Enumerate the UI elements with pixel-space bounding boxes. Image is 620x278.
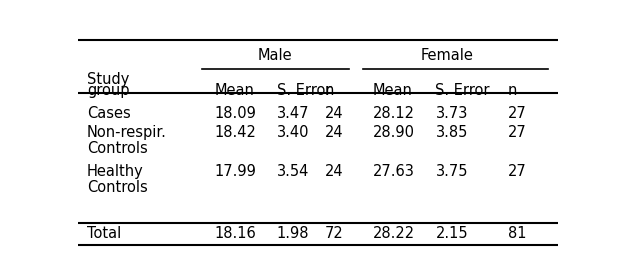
Text: 27: 27 xyxy=(508,125,526,140)
Text: 3.75: 3.75 xyxy=(435,164,468,179)
Text: 28.12: 28.12 xyxy=(373,106,415,121)
Text: 3.85: 3.85 xyxy=(435,125,468,140)
Text: 81: 81 xyxy=(508,226,526,241)
Text: Total: Total xyxy=(87,226,122,241)
Text: 27: 27 xyxy=(508,106,526,121)
Text: Study: Study xyxy=(87,72,130,87)
Text: 27: 27 xyxy=(508,164,526,179)
Text: S. Error: S. Error xyxy=(435,83,490,98)
Text: Non-respir.: Non-respir. xyxy=(87,125,167,140)
Text: 28.22: 28.22 xyxy=(373,226,415,241)
Text: 17.99: 17.99 xyxy=(215,164,256,179)
Text: 24: 24 xyxy=(325,106,343,121)
Text: 3.54: 3.54 xyxy=(277,164,309,179)
Text: 3.73: 3.73 xyxy=(435,106,468,121)
Text: n: n xyxy=(508,83,517,98)
Text: Mean: Mean xyxy=(215,83,254,98)
Text: 18.16: 18.16 xyxy=(215,226,256,241)
Text: Mean: Mean xyxy=(373,83,413,98)
Text: Cases: Cases xyxy=(87,106,131,121)
Text: group: group xyxy=(87,83,130,98)
Text: n: n xyxy=(325,83,334,98)
Text: 2.15: 2.15 xyxy=(435,226,468,241)
Text: Controls: Controls xyxy=(87,142,148,157)
Text: S. Error: S. Error xyxy=(277,83,332,98)
Text: 28.90: 28.90 xyxy=(373,125,415,140)
Text: Male: Male xyxy=(257,48,292,63)
Text: 18.42: 18.42 xyxy=(215,125,256,140)
Text: Female: Female xyxy=(421,48,474,63)
Text: Healthy: Healthy xyxy=(87,164,144,179)
Text: 24: 24 xyxy=(325,125,343,140)
Text: 18.09: 18.09 xyxy=(215,106,256,121)
Text: 1.98: 1.98 xyxy=(277,226,309,241)
Text: 27.63: 27.63 xyxy=(373,164,415,179)
Text: 3.40: 3.40 xyxy=(277,125,309,140)
Text: 72: 72 xyxy=(325,226,343,241)
Text: 24: 24 xyxy=(325,164,343,179)
Text: Controls: Controls xyxy=(87,180,148,195)
Text: 3.47: 3.47 xyxy=(277,106,309,121)
